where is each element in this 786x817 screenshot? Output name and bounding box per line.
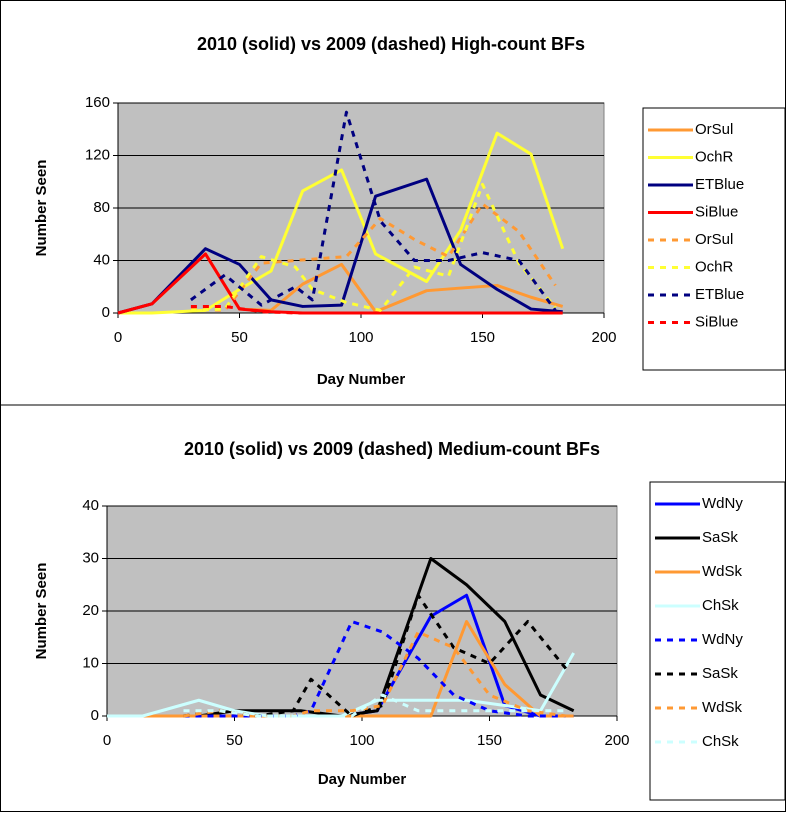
legend-label: ChSk bbox=[702, 733, 739, 750]
x-tick-label: 200 bbox=[604, 732, 629, 749]
legend-box bbox=[642, 107, 786, 371]
series-line bbox=[190, 182, 557, 312]
y-tick-label: 0 bbox=[91, 707, 99, 724]
series-line bbox=[183, 620, 566, 718]
x-tick-label: 50 bbox=[226, 732, 243, 749]
series-line bbox=[117, 252, 563, 315]
x-axis-label: Day Number bbox=[317, 371, 406, 388]
series-line bbox=[117, 177, 563, 315]
chart-title: 2010 (solid) vs 2009 (dashed) Medium-cou… bbox=[184, 439, 600, 459]
y-tick-label: 30 bbox=[82, 549, 99, 566]
x-tick-label: 50 bbox=[231, 329, 248, 346]
x-tick-label: 200 bbox=[591, 329, 616, 346]
series-line bbox=[183, 630, 567, 718]
legend-label: ChSk bbox=[702, 597, 739, 614]
legend-label: OchR bbox=[695, 148, 734, 165]
x-tick-label: 0 bbox=[103, 732, 111, 749]
legend-label: ETBlue bbox=[695, 286, 744, 303]
x-tick-label: 100 bbox=[349, 732, 374, 749]
series-line bbox=[190, 304, 556, 315]
x-tick-label: 150 bbox=[470, 329, 495, 346]
legend-label: SiBlue bbox=[695, 203, 738, 220]
legend-label: WdSk bbox=[702, 699, 743, 716]
legend-label: ETBlue bbox=[695, 176, 744, 193]
y-tick-label: 80 bbox=[93, 199, 110, 216]
legend-label: WdNy bbox=[702, 495, 743, 512]
legend-label: WdNy bbox=[702, 631, 743, 648]
x-tick-label: 150 bbox=[477, 732, 502, 749]
legend-label: OrSul bbox=[695, 231, 733, 248]
y-tick-label: 10 bbox=[82, 654, 99, 671]
legend-label: SaSk bbox=[702, 529, 738, 546]
series-line bbox=[190, 110, 557, 312]
series-line bbox=[190, 202, 557, 312]
legend-label: WdSk bbox=[702, 563, 743, 580]
x-axis-label: Day Number bbox=[318, 771, 407, 788]
x-tick-label: 100 bbox=[348, 329, 373, 346]
y-axis-label: Number Seen bbox=[33, 160, 50, 257]
legend-label: SiBlue bbox=[695, 313, 738, 330]
x-tick-label: 0 bbox=[114, 329, 122, 346]
legend-label: OchR bbox=[695, 258, 734, 275]
y-tick-label: 160 bbox=[85, 94, 110, 111]
y-tick-label: 40 bbox=[82, 497, 99, 514]
y-tick-label: 20 bbox=[82, 602, 99, 619]
chart-title: 2010 (solid) vs 2009 (dashed) High-count… bbox=[197, 34, 585, 54]
series-line bbox=[183, 593, 568, 718]
y-axis-label: Number Seen bbox=[33, 563, 50, 660]
y-tick-label: 40 bbox=[93, 251, 110, 268]
legend-label: OrSul bbox=[695, 121, 733, 138]
y-tick-label: 0 bbox=[102, 304, 110, 321]
y-tick-label: 120 bbox=[85, 146, 110, 163]
legend-label: SaSk bbox=[702, 665, 738, 682]
